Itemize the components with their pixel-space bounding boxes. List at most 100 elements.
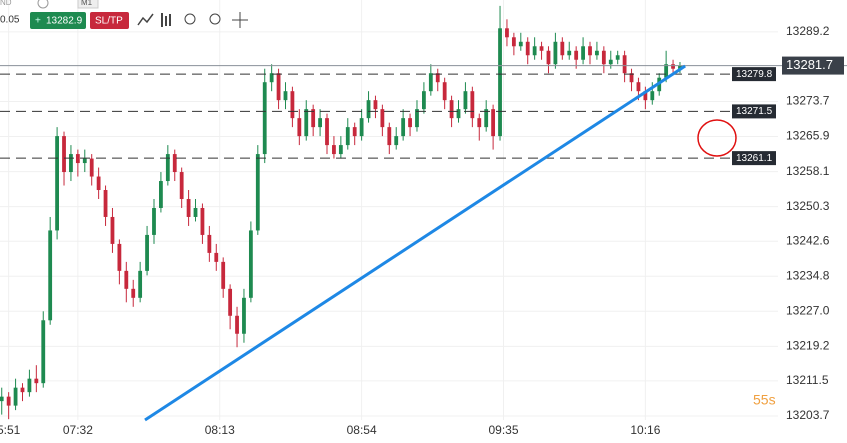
candle-body — [435, 73, 440, 83]
candle-body — [75, 154, 80, 164]
move-icon[interactable] — [232, 12, 248, 28]
candle-body — [498, 28, 502, 137]
candle-body — [678, 65, 682, 69]
candle-body — [532, 46, 537, 56]
candle-body — [664, 64, 669, 78]
candle-body — [463, 91, 468, 110]
timeframe-box[interactable] — [77, 0, 99, 9]
candle-body — [103, 190, 108, 217]
timeframe: M1 — [81, 0, 93, 7]
candle-body — [608, 59, 613, 65]
candle-body — [248, 230, 253, 298]
candle-body — [318, 118, 322, 128]
level-label-box — [732, 151, 776, 166]
candle-body — [345, 127, 350, 146]
plus: + — [35, 16, 41, 27]
candle-body — [422, 91, 426, 110]
candle-body — [269, 73, 274, 83]
zoom-out-icon[interactable] — [184, 13, 196, 25]
candle-body — [96, 176, 101, 191]
candle-body — [380, 109, 385, 128]
candle-body — [449, 100, 454, 119]
candle-body — [228, 288, 233, 316]
candle-body — [48, 230, 53, 321]
candle-body — [560, 41, 565, 56]
candle-body — [138, 270, 143, 298]
timer: 55s — [753, 392, 776, 408]
candle-body — [491, 109, 496, 137]
candle-body — [34, 378, 39, 384]
candle-body — [539, 46, 544, 51]
candle-body — [172, 154, 177, 173]
candle-body — [69, 154, 73, 173]
level-label: 13261.1 — [736, 153, 773, 164]
candle-body — [477, 118, 482, 128]
symbol: ND — [0, 0, 12, 7]
sltp-button[interactable] — [90, 12, 129, 29]
candle-body — [89, 158, 94, 177]
candle-body — [595, 50, 599, 56]
candle-body — [671, 64, 675, 69]
candle-body — [588, 46, 592, 56]
candle-body — [255, 154, 260, 231]
x-tick-label: 10:16 — [630, 423, 660, 437]
candle-body — [408, 118, 412, 128]
y-tick-label: 13227.0 — [786, 303, 830, 317]
candle-body — [601, 50, 606, 65]
candle-body — [297, 118, 302, 137]
candle-body — [159, 181, 163, 208]
candle-body — [242, 297, 246, 334]
spread: 0.05 — [0, 15, 20, 26]
candle-body — [117, 243, 122, 271]
candle-body — [442, 82, 447, 101]
candle-body — [124, 270, 129, 289]
current-price-box — [782, 56, 844, 75]
x-tick-label: 5:51 — [0, 423, 21, 437]
candle-body — [27, 378, 32, 393]
candle-body — [82, 158, 87, 164]
zoom-in-icon[interactable] — [209, 13, 221, 25]
candle-body — [505, 28, 509, 38]
candle-body — [200, 207, 205, 235]
candle-body — [325, 118, 329, 146]
candle-body — [332, 145, 336, 155]
candle-body — [311, 109, 316, 128]
hand-drawn-circle — [697, 119, 737, 157]
candle-body — [401, 118, 406, 137]
y-tick-label: 13273.7 — [786, 94, 830, 108]
buy-button[interactable] — [30, 12, 86, 29]
candle-body — [518, 41, 523, 47]
trendline — [144, 64, 686, 422]
y-tick-label: 13250.3 — [786, 199, 830, 213]
candle-body — [373, 100, 378, 110]
level-label-box — [732, 104, 776, 119]
line-icon[interactable] — [137, 13, 154, 26]
toolbar: ND M1 0.05 + 13282.9 SL/TP — [0, 0, 248, 29]
sltp: SL/TP — [95, 16, 123, 27]
y-tick-label: 13203.7 — [786, 408, 830, 422]
candle-body — [567, 50, 572, 56]
x-tick-label: 08:54 — [347, 423, 377, 437]
candle-body — [456, 109, 461, 119]
candle-body — [235, 315, 239, 334]
candle-body — [110, 216, 115, 244]
candle-icon[interactable] — [161, 13, 171, 27]
candle-body — [643, 91, 648, 101]
y-tick-label: 13242.6 — [786, 233, 830, 247]
candle-body — [622, 55, 627, 74]
y-tick-label: 13211.5 — [786, 373, 829, 387]
candle-body — [41, 320, 46, 384]
candle-body — [283, 91, 288, 101]
candle-body — [546, 50, 551, 65]
candle-body — [650, 91, 655, 101]
candle-body — [131, 288, 136, 298]
candle-body — [415, 109, 419, 128]
current-price-label: 13281.7 — [786, 57, 833, 72]
candle-body — [6, 396, 11, 406]
buy-price: 13282.9 — [46, 16, 83, 27]
candle-body — [0, 396, 4, 402]
candle-body — [511, 37, 516, 47]
info-icon[interactable] — [37, 0, 49, 9]
candle-body — [304, 109, 309, 137]
